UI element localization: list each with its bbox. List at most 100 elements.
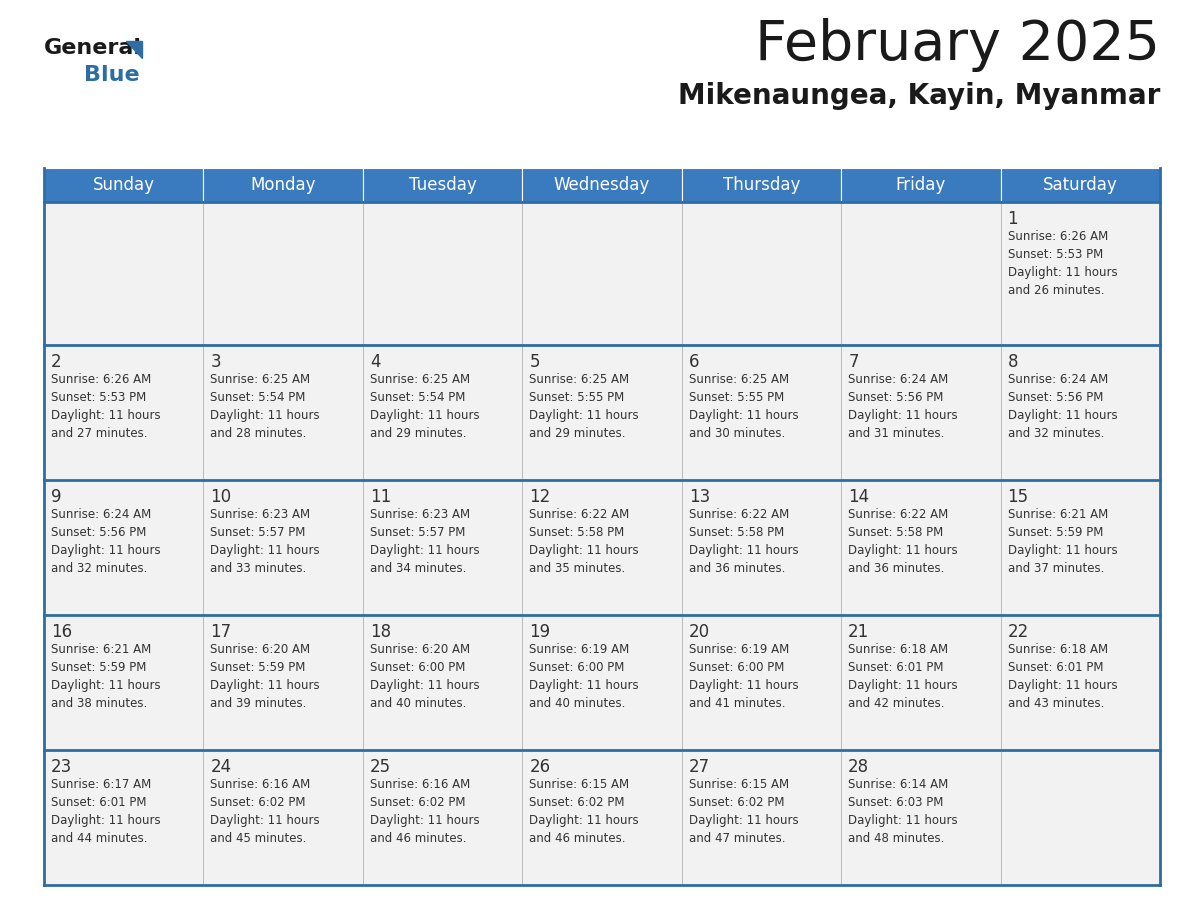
Text: and 36 minutes.: and 36 minutes.: [848, 562, 944, 575]
Bar: [362, 168, 523, 202]
Text: Sunset: 5:54 PM: Sunset: 5:54 PM: [210, 391, 305, 404]
Text: Sunrise: 6:16 AM: Sunrise: 6:16 AM: [369, 778, 470, 791]
Bar: [44, 202, 203, 345]
Bar: [203, 750, 362, 885]
Text: 11: 11: [369, 488, 391, 506]
Text: Blue: Blue: [84, 65, 140, 85]
Text: 25: 25: [369, 758, 391, 776]
Text: Daylight: 11 hours: Daylight: 11 hours: [369, 409, 480, 422]
Text: Daylight: 11 hours: Daylight: 11 hours: [1007, 266, 1117, 279]
Text: 10: 10: [210, 488, 232, 506]
Text: and 40 minutes.: and 40 minutes.: [530, 697, 626, 710]
Text: Tuesday: Tuesday: [409, 176, 476, 194]
Text: Sunset: 5:57 PM: Sunset: 5:57 PM: [369, 526, 466, 539]
Text: and 36 minutes.: and 36 minutes.: [689, 562, 785, 575]
Text: Sunrise: 6:22 AM: Sunrise: 6:22 AM: [689, 508, 789, 521]
Text: and 32 minutes.: and 32 minutes.: [51, 562, 147, 575]
Text: 28: 28: [848, 758, 870, 776]
Text: Sunset: 5:57 PM: Sunset: 5:57 PM: [210, 526, 305, 539]
Text: Sunrise: 6:24 AM: Sunrise: 6:24 AM: [1007, 373, 1108, 386]
Text: Sunset: 5:55 PM: Sunset: 5:55 PM: [530, 391, 625, 404]
Text: Daylight: 11 hours: Daylight: 11 hours: [530, 544, 639, 557]
Text: Daylight: 11 hours: Daylight: 11 hours: [1007, 544, 1117, 557]
Text: Sunrise: 6:18 AM: Sunrise: 6:18 AM: [848, 643, 948, 656]
Text: Sunrise: 6:26 AM: Sunrise: 6:26 AM: [1007, 230, 1108, 243]
Text: Sunset: 5:54 PM: Sunset: 5:54 PM: [369, 391, 466, 404]
Bar: [841, 202, 1000, 345]
Text: Daylight: 11 hours: Daylight: 11 hours: [530, 409, 639, 422]
Text: Daylight: 11 hours: Daylight: 11 hours: [210, 409, 320, 422]
Text: Sunrise: 6:21 AM: Sunrise: 6:21 AM: [1007, 508, 1108, 521]
Text: 22: 22: [1007, 623, 1029, 641]
Text: and 42 minutes.: and 42 minutes.: [848, 697, 944, 710]
Text: and 29 minutes.: and 29 minutes.: [369, 427, 467, 440]
Text: 17: 17: [210, 623, 232, 641]
Text: Sunset: 5:55 PM: Sunset: 5:55 PM: [689, 391, 784, 404]
Text: Daylight: 11 hours: Daylight: 11 hours: [369, 679, 480, 692]
Bar: [203, 168, 362, 202]
Text: Daylight: 11 hours: Daylight: 11 hours: [530, 679, 639, 692]
Bar: [1000, 202, 1159, 345]
Text: Sunset: 5:58 PM: Sunset: 5:58 PM: [689, 526, 784, 539]
Bar: [362, 202, 523, 345]
Text: and 47 minutes.: and 47 minutes.: [689, 832, 785, 845]
Text: Daylight: 11 hours: Daylight: 11 hours: [1007, 409, 1117, 422]
Text: Sunrise: 6:19 AM: Sunrise: 6:19 AM: [689, 643, 789, 656]
Text: 7: 7: [848, 353, 859, 371]
Text: Sunset: 6:02 PM: Sunset: 6:02 PM: [689, 796, 784, 809]
Text: and 38 minutes.: and 38 minutes.: [51, 697, 147, 710]
Bar: [203, 345, 362, 480]
Polygon shape: [126, 41, 143, 58]
Bar: [44, 615, 203, 750]
Text: Sunset: 5:59 PM: Sunset: 5:59 PM: [51, 661, 146, 674]
Text: and 31 minutes.: and 31 minutes.: [848, 427, 944, 440]
Text: Daylight: 11 hours: Daylight: 11 hours: [689, 544, 798, 557]
Text: Sunrise: 6:23 AM: Sunrise: 6:23 AM: [369, 508, 470, 521]
Text: Sunrise: 6:15 AM: Sunrise: 6:15 AM: [689, 778, 789, 791]
Text: Daylight: 11 hours: Daylight: 11 hours: [369, 814, 480, 827]
Text: Daylight: 11 hours: Daylight: 11 hours: [210, 814, 320, 827]
Text: Sunrise: 6:24 AM: Sunrise: 6:24 AM: [51, 508, 151, 521]
Text: Daylight: 11 hours: Daylight: 11 hours: [689, 814, 798, 827]
Text: and 32 minutes.: and 32 minutes.: [1007, 427, 1104, 440]
Text: Thursday: Thursday: [722, 176, 800, 194]
Bar: [1000, 615, 1159, 750]
Text: 20: 20: [689, 623, 710, 641]
Text: 14: 14: [848, 488, 870, 506]
Text: Sunset: 5:59 PM: Sunset: 5:59 PM: [210, 661, 305, 674]
Text: 4: 4: [369, 353, 380, 371]
Bar: [44, 750, 203, 885]
Text: Sunset: 6:02 PM: Sunset: 6:02 PM: [210, 796, 307, 809]
Text: and 40 minutes.: and 40 minutes.: [369, 697, 466, 710]
Text: 15: 15: [1007, 488, 1029, 506]
Text: and 34 minutes.: and 34 minutes.: [369, 562, 466, 575]
Text: Daylight: 11 hours: Daylight: 11 hours: [1007, 679, 1117, 692]
Text: Sunset: 5:53 PM: Sunset: 5:53 PM: [1007, 248, 1102, 261]
Bar: [44, 480, 203, 615]
Text: Daylight: 11 hours: Daylight: 11 hours: [848, 679, 958, 692]
Text: Daylight: 11 hours: Daylight: 11 hours: [51, 679, 160, 692]
Text: Sunset: 5:56 PM: Sunset: 5:56 PM: [51, 526, 146, 539]
Text: Sunrise: 6:25 AM: Sunrise: 6:25 AM: [210, 373, 310, 386]
Text: and 46 minutes.: and 46 minutes.: [530, 832, 626, 845]
Bar: [1000, 345, 1159, 480]
Text: 24: 24: [210, 758, 232, 776]
Text: Sunset: 6:00 PM: Sunset: 6:00 PM: [369, 661, 466, 674]
Text: Sunset: 6:02 PM: Sunset: 6:02 PM: [369, 796, 466, 809]
Text: Sunset: 6:02 PM: Sunset: 6:02 PM: [530, 796, 625, 809]
Bar: [841, 615, 1000, 750]
Text: 6: 6: [689, 353, 700, 371]
Text: Sunset: 5:56 PM: Sunset: 5:56 PM: [1007, 391, 1102, 404]
Text: Sunset: 5:58 PM: Sunset: 5:58 PM: [530, 526, 625, 539]
Bar: [203, 480, 362, 615]
Text: Sunrise: 6:25 AM: Sunrise: 6:25 AM: [530, 373, 630, 386]
Text: Sunset: 6:00 PM: Sunset: 6:00 PM: [689, 661, 784, 674]
Text: Sunset: 6:01 PM: Sunset: 6:01 PM: [1007, 661, 1104, 674]
Text: 21: 21: [848, 623, 870, 641]
Bar: [841, 480, 1000, 615]
Text: 16: 16: [51, 623, 72, 641]
Text: Sunday: Sunday: [93, 176, 154, 194]
Text: Sunrise: 6:26 AM: Sunrise: 6:26 AM: [51, 373, 151, 386]
Text: Sunrise: 6:25 AM: Sunrise: 6:25 AM: [689, 373, 789, 386]
Text: and 45 minutes.: and 45 minutes.: [210, 832, 307, 845]
